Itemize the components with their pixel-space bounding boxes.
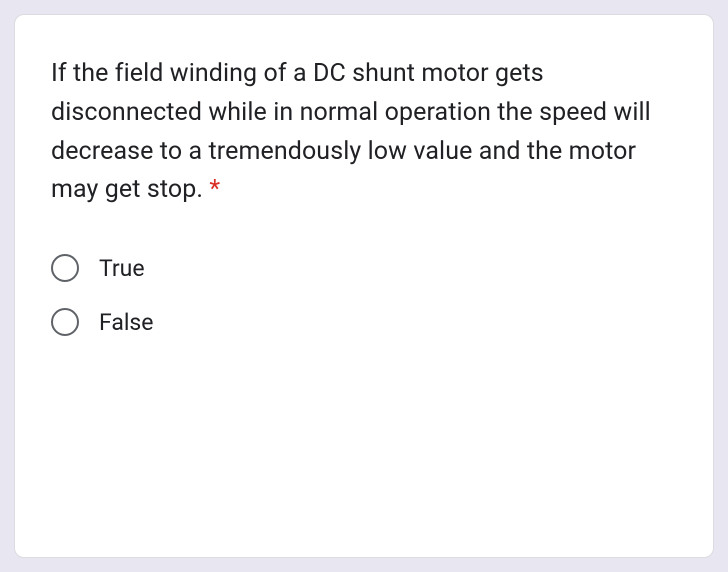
question-body: If the field winding of a DC shunt motor… <box>51 59 651 204</box>
required-asterisk: * <box>209 175 220 204</box>
question-text: If the field winding of a DC shunt motor… <box>51 55 677 210</box>
question-card: If the field winding of a DC shunt motor… <box>14 14 714 558</box>
option-false[interactable]: False <box>51 308 677 336</box>
option-label: True <box>99 255 145 282</box>
radio-icon[interactable] <box>51 308 79 336</box>
option-label: False <box>99 309 154 336</box>
option-true[interactable]: True <box>51 254 677 282</box>
radio-icon[interactable] <box>51 254 79 282</box>
options-list: True False <box>51 254 677 336</box>
